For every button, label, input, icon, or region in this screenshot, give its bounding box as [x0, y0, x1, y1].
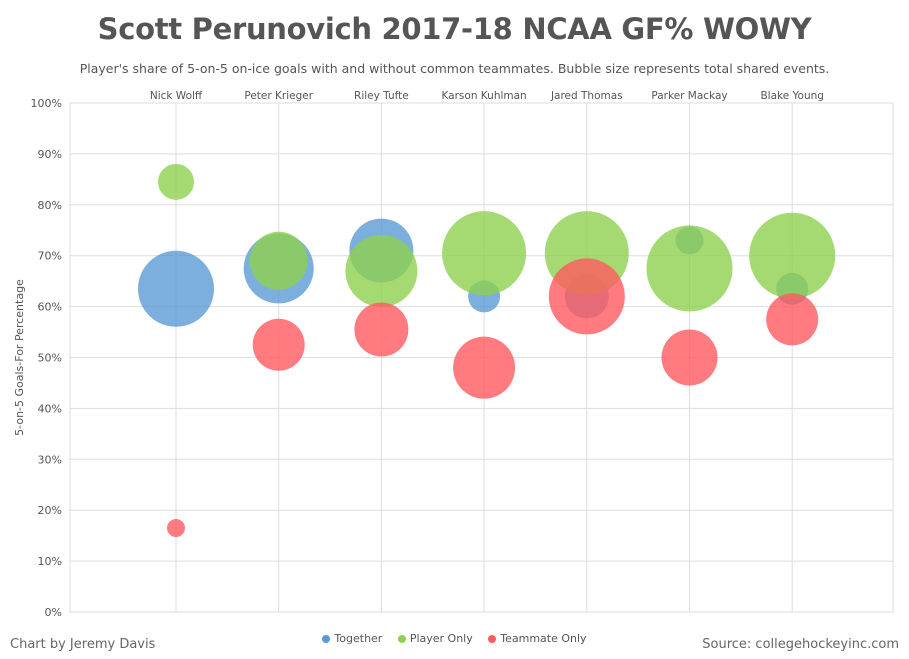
y-axis-title: 5-on-5 Goals-For Percentage — [13, 279, 26, 436]
bubble-together — [138, 250, 214, 327]
chart-subtitle: Player's share of 5-on-5 on-ice goals wi… — [79, 61, 830, 76]
x-category-label: Parker Mackay — [651, 90, 727, 102]
y-tick-label: 90% — [38, 148, 62, 161]
bubble-teammate-only — [548, 258, 625, 335]
bubble-player-only — [249, 231, 308, 290]
bubble-player-only — [345, 234, 418, 307]
y-tick-label: 100% — [31, 97, 62, 110]
y-tick-label: 30% — [38, 453, 62, 466]
y-tick-label: 80% — [38, 199, 62, 212]
legend-swatch-teammate-only — [488, 634, 497, 643]
chart-source: Source: collegehockeyinc.com — [702, 637, 899, 652]
legend-swatch-player-only — [397, 634, 406, 643]
x-category-label: Karson Kuhlman — [441, 90, 526, 102]
legend: Together Player Only Teammate Only — [0, 632, 909, 646]
x-category-label: Jared Thomas — [550, 90, 623, 102]
legend-label-player-only: Player Only — [409, 632, 473, 645]
bubble-teammate-only — [354, 302, 409, 357]
y-tick-label: 70% — [38, 250, 62, 263]
legend-item-teammate-only[interactable]: Teammate Only — [488, 632, 587, 645]
x-category-label: Riley Tufte — [354, 90, 409, 102]
y-tick-label: 0% — [45, 606, 62, 619]
bubble-player-only — [158, 163, 194, 200]
bubble-teammate-only — [252, 318, 305, 371]
legend-item-together[interactable]: Together — [322, 632, 382, 645]
chart-title: Scott Perunovich 2017-18 NCAA GF% WOWY — [97, 12, 812, 46]
y-tick-label: 40% — [38, 402, 62, 415]
bubble-teammate-only — [167, 519, 185, 538]
y-tick-label: 10% — [38, 555, 62, 568]
y-tick-label: 50% — [38, 352, 62, 365]
chart-credit: Chart by Jeremy Davis — [10, 637, 156, 652]
bubble-player-only — [442, 211, 527, 296]
x-category-label: Blake Young — [760, 90, 823, 102]
y-tick-label: 20% — [38, 504, 62, 517]
y-tick-label: 60% — [38, 301, 62, 314]
bubble-teammate-only — [661, 329, 718, 386]
bubble-teammate-only — [766, 293, 819, 346]
bubble-player-only — [646, 225, 733, 312]
bubble-player-only — [749, 212, 836, 299]
legend-swatch-together — [322, 634, 331, 643]
legend-label-teammate-only: Teammate Only — [500, 632, 587, 645]
legend-label-together: Together — [334, 632, 383, 645]
bubble-teammate-only — [453, 336, 516, 399]
x-category-label: Nick Wolff — [150, 90, 203, 102]
x-category-label: Peter Krieger — [244, 90, 313, 102]
legend-item-player-only[interactable]: Player Only — [397, 632, 473, 645]
